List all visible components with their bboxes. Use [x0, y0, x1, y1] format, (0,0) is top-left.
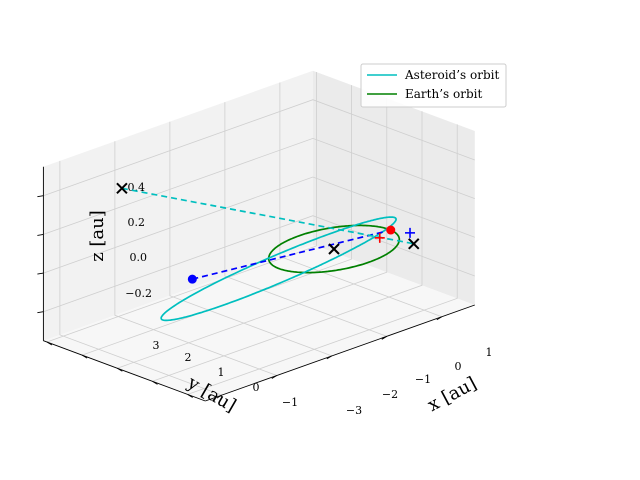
- y-tick-mark: [187, 394, 193, 398]
- asteroid-to-earth-line: [192, 229, 391, 280]
- legend-label-asteroid: Asteroid’s orbit: [404, 68, 499, 82]
- asteroid-opposite-marker-stroke: [116, 182, 128, 195]
- grid-lines: [43, 72, 475, 396]
- y-tick-label: 0: [253, 381, 260, 394]
- legend: Asteroid’s orbit Earth’s orbit: [360, 63, 507, 108]
- back-pane-xz: [43, 70, 313, 341]
- z-tick-mark: [37, 195, 44, 198]
- plus-blue-marker: [405, 227, 416, 238]
- z-tick-mark: [37, 272, 44, 275]
- legend-label-earth: Earth’s orbit: [405, 87, 482, 101]
- y-tick-mark: [46, 341, 53, 346]
- sun-marker: [328, 243, 340, 255]
- grid-line-y: [187, 124, 458, 395]
- grid-line-z: [43, 137, 475, 235]
- x-tick-mark: [381, 335, 388, 340]
- plot-area: [116, 182, 420, 322]
- x-tick-label: 1: [486, 346, 493, 359]
- grid-line-x: [279, 82, 442, 318]
- grid-line-y: [152, 111, 423, 382]
- x-axis-line: [205, 304, 475, 402]
- x-tick-mark: [216, 394, 223, 399]
- grid-line-y: [117, 98, 388, 369]
- x-tick-mark: [436, 316, 443, 321]
- earth-opposite-marker: [408, 238, 420, 250]
- plus-earth-marker: [374, 232, 385, 243]
- axis-lines: [37, 166, 475, 402]
- axis-panes: [43, 70, 475, 401]
- y-tick-label: 1: [218, 366, 225, 379]
- legend-frame: [360, 63, 507, 108]
- y-axis-line: [43, 340, 206, 402]
- z-tick-mark: [37, 233, 44, 236]
- back-pane-yz: [312, 70, 475, 305]
- grid-line-z: [43, 176, 475, 274]
- floor-pane: [43, 244, 475, 401]
- x-tick-mark: [271, 375, 278, 379]
- z-tick-label: 0.2: [128, 216, 146, 229]
- y-tick-mark: [117, 367, 123, 372]
- y-tick-label: 3: [153, 339, 160, 352]
- y-tick-mark: [152, 380, 158, 385]
- asteroid-opposite-marker: [116, 182, 128, 195]
- grid-line-z: [43, 215, 475, 313]
- grid-line-y: [81, 85, 353, 356]
- y-tick-label: −1: [282, 396, 298, 409]
- grid-line-z: [43, 99, 475, 197]
- z-tick-mark: [37, 311, 44, 314]
- sun-marker-stroke: [328, 243, 340, 255]
- y-tick-mark: [81, 354, 88, 359]
- z-tick-label: 0.0: [130, 251, 148, 264]
- grid-line-x: [59, 160, 222, 396]
- earth-opposite-marker-stroke: [408, 238, 420, 250]
- y-tick-label: 2: [185, 351, 192, 364]
- x-tick-label: 0: [455, 360, 462, 373]
- asteroid-marker: [187, 274, 197, 284]
- grid-line-x: [169, 121, 332, 357]
- x-tick-label: −1: [415, 373, 431, 386]
- earth-marker: [386, 225, 396, 235]
- x-tick-label: −3: [346, 404, 362, 417]
- grid-line-y: [46, 72, 317, 343]
- x-tick-label: −2: [382, 388, 398, 401]
- grid-line-x: [224, 102, 387, 337]
- asteroid-orbit-line: [160, 216, 397, 322]
- x-tick-mark: [326, 355, 333, 360]
- z-axis-label: z [au]: [87, 210, 108, 262]
- grid-line-x: [114, 141, 277, 376]
- x-axis-label: x [au]: [424, 373, 480, 416]
- z-tick-label: −0.2: [125, 287, 152, 300]
